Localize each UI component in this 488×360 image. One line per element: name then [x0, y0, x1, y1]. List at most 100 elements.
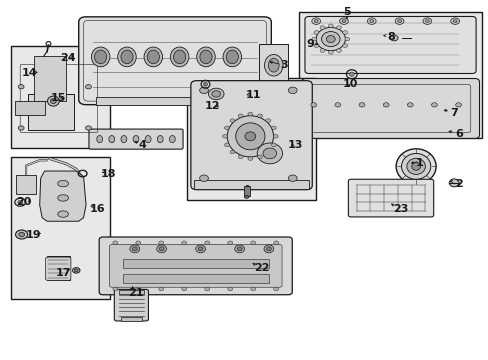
Ellipse shape	[271, 143, 276, 147]
Ellipse shape	[121, 135, 126, 143]
Ellipse shape	[316, 27, 345, 51]
Bar	[122, 258, 268, 267]
Ellipse shape	[344, 37, 349, 41]
Text: 17: 17	[55, 268, 71, 278]
Ellipse shape	[50, 99, 56, 104]
Ellipse shape	[144, 47, 162, 67]
Ellipse shape	[401, 153, 430, 179]
Ellipse shape	[18, 126, 24, 130]
Ellipse shape	[109, 135, 115, 143]
Ellipse shape	[113, 241, 118, 244]
Text: 9: 9	[306, 40, 314, 49]
Ellipse shape	[121, 50, 133, 64]
Bar	[15, 101, 44, 116]
Ellipse shape	[311, 37, 316, 41]
Ellipse shape	[208, 88, 224, 100]
Bar	[16, 175, 36, 194]
Ellipse shape	[145, 135, 151, 143]
Ellipse shape	[16, 230, 28, 239]
Ellipse shape	[448, 179, 458, 187]
Ellipse shape	[268, 58, 279, 72]
Ellipse shape	[250, 287, 255, 291]
Text: 12: 12	[204, 102, 220, 112]
Bar	[259, 44, 288, 87]
Ellipse shape	[113, 287, 118, 291]
Text: 1: 1	[415, 158, 423, 168]
Text: 21: 21	[128, 288, 143, 298]
Ellipse shape	[264, 245, 273, 253]
Ellipse shape	[288, 175, 297, 181]
Ellipse shape	[273, 135, 278, 138]
Ellipse shape	[58, 211, 68, 217]
Ellipse shape	[47, 96, 59, 106]
Ellipse shape	[265, 150, 270, 154]
Text: 3: 3	[280, 60, 288, 70]
Ellipse shape	[157, 135, 163, 143]
Ellipse shape	[133, 135, 139, 143]
Ellipse shape	[222, 135, 227, 138]
Ellipse shape	[226, 50, 238, 64]
Bar	[122, 274, 268, 283]
Ellipse shape	[265, 119, 270, 122]
Text: 2: 2	[454, 179, 462, 189]
Bar	[27, 94, 74, 130]
Bar	[11, 157, 110, 299]
Ellipse shape	[195, 245, 205, 253]
Ellipse shape	[227, 287, 232, 291]
Ellipse shape	[224, 126, 229, 130]
Bar	[119, 290, 143, 294]
FancyBboxPatch shape	[99, 237, 292, 295]
Ellipse shape	[237, 247, 242, 251]
Ellipse shape	[348, 72, 353, 76]
Ellipse shape	[94, 50, 106, 64]
FancyBboxPatch shape	[347, 179, 433, 217]
Text: 24: 24	[60, 53, 76, 63]
Ellipse shape	[328, 24, 332, 28]
Ellipse shape	[238, 155, 243, 159]
Ellipse shape	[263, 148, 276, 159]
Text: 5: 5	[343, 7, 350, 17]
Ellipse shape	[339, 18, 347, 24]
Ellipse shape	[238, 114, 243, 118]
Ellipse shape	[288, 87, 297, 94]
Ellipse shape	[411, 162, 420, 170]
Ellipse shape	[266, 247, 271, 251]
Ellipse shape	[313, 44, 318, 48]
Ellipse shape	[136, 287, 141, 291]
Ellipse shape	[395, 149, 435, 184]
Ellipse shape	[342, 31, 347, 34]
Ellipse shape	[169, 135, 175, 143]
Ellipse shape	[271, 126, 276, 130]
Bar	[47, 256, 70, 280]
Ellipse shape	[199, 175, 208, 181]
Ellipse shape	[369, 20, 373, 23]
Ellipse shape	[425, 20, 428, 23]
Ellipse shape	[244, 195, 248, 198]
FancyBboxPatch shape	[89, 129, 183, 149]
Ellipse shape	[311, 18, 320, 24]
Bar	[11, 45, 110, 148]
Ellipse shape	[224, 143, 229, 147]
Ellipse shape	[430, 103, 436, 107]
Ellipse shape	[203, 82, 207, 86]
Ellipse shape	[406, 158, 425, 175]
Ellipse shape	[229, 150, 234, 154]
FancyBboxPatch shape	[79, 17, 271, 105]
Text: 6: 6	[454, 129, 462, 139]
Bar	[34, 56, 65, 101]
Ellipse shape	[200, 50, 212, 64]
Ellipse shape	[257, 114, 262, 118]
Text: 20: 20	[17, 197, 32, 207]
Text: 10: 10	[343, 79, 358, 89]
FancyBboxPatch shape	[109, 244, 282, 287]
Ellipse shape	[328, 50, 332, 54]
Ellipse shape	[450, 18, 459, 24]
Ellipse shape	[320, 26, 325, 30]
Ellipse shape	[159, 241, 163, 244]
Text: 7: 7	[449, 108, 457, 118]
Ellipse shape	[198, 247, 203, 251]
Ellipse shape	[211, 91, 220, 97]
Ellipse shape	[118, 47, 136, 67]
Ellipse shape	[58, 180, 68, 187]
Ellipse shape	[229, 119, 234, 122]
